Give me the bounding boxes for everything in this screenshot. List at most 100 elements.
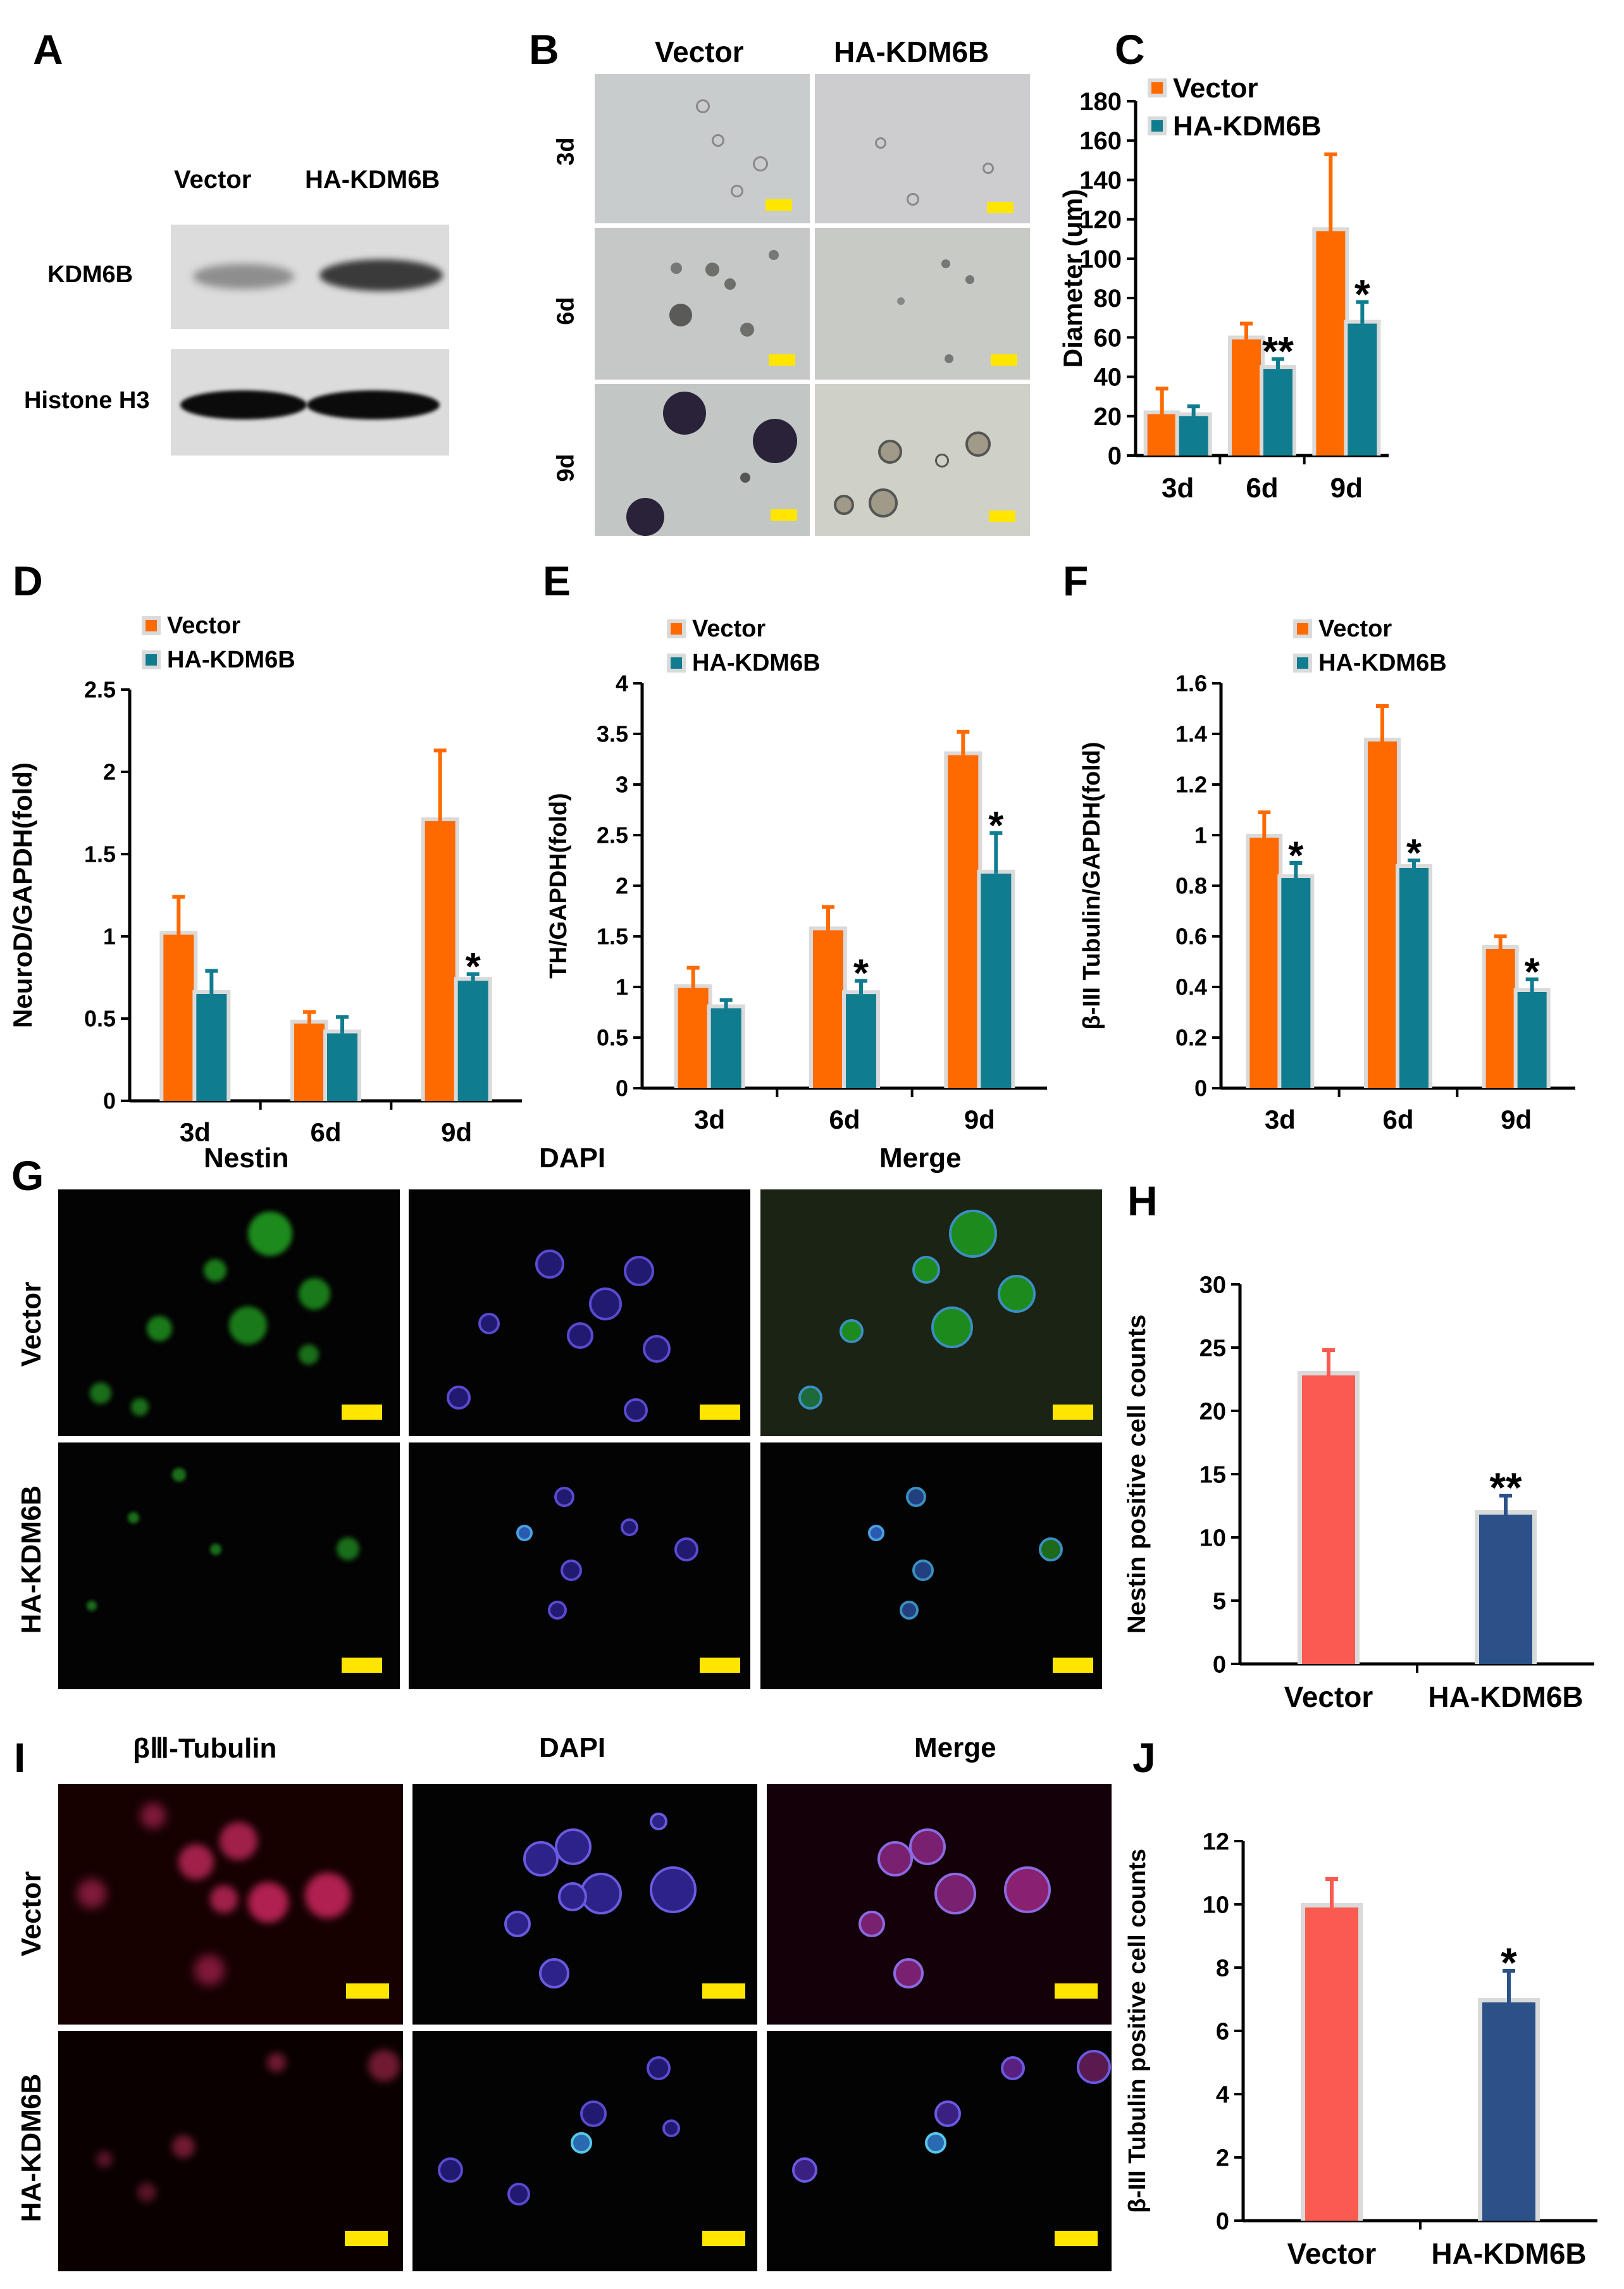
panel-label-e: E [543, 557, 571, 604]
bar-d [327, 1033, 357, 1101]
chart-f-tubulin: 0 0.2 0.4 0.6 0.8 1 1.2 1.4 1.6 β-III Tubulin/GAP… [1079, 616, 1575, 1134]
bar-f [1249, 838, 1279, 1088]
significance-mark-j: * [1501, 1939, 1517, 1986]
blot-row-label-kdm6b: KDM6B [47, 261, 133, 288]
panel-label-a: A [33, 26, 63, 73]
micrograph-dapi-ha-kdm6b-i [412, 2031, 757, 2271]
bar-j [1482, 2002, 1535, 2221]
y-tick-label-c: 0 [1108, 442, 1122, 470]
bar-e [813, 930, 843, 1088]
legend-swatch-e [671, 657, 682, 669]
micrograph-dapi-vector-i [412, 1784, 757, 2025]
y-tick-label-e: 2.5 [597, 822, 628, 848]
panel-label-j: J [1132, 1734, 1156, 1781]
y-tick-label-c: 180 [1079, 88, 1122, 116]
y-tick-label-c: 100 [1079, 245, 1122, 273]
kdm6b-blot-image [171, 225, 449, 329]
legend-label-d: Vector [167, 612, 240, 639]
significance-mark-f: * [1406, 831, 1422, 875]
col-label-merge-g: Merge [879, 1143, 962, 1174]
micrograph-tubulin-ha-kdm6b [58, 2031, 403, 2271]
y-tick-label-e: 3.5 [597, 721, 628, 747]
col-label-ha-kdm6b-b: HA-KDM6B [834, 35, 989, 68]
y-tick-label-c: 60 [1094, 324, 1122, 352]
bar-d [425, 821, 456, 1101]
micrograph-nestin-vector [58, 1189, 400, 1436]
y-axis-title-f: β-III Tubulin/GAPDH(fold) [1079, 741, 1105, 1029]
y-tick-label-j: 8 [1216, 1955, 1229, 1982]
legend-swatch-f [1297, 657, 1308, 669]
micrograph-ha-kdm6b-6d [815, 228, 1030, 380]
bar-d [294, 1023, 325, 1101]
chart-h-nestin-counts: 0 5 10 15 20 25 30 Nestin positive cell counts V… [1123, 1272, 1594, 1713]
bar-f [1368, 741, 1397, 1088]
micrograph-ha-kdm6b-9d [815, 384, 1030, 536]
y-axis-title-h: Nestin positive cell counts [1123, 1315, 1151, 1634]
bar-d [196, 994, 227, 1101]
col-label-dapi-i: DAPI [539, 1732, 606, 1763]
y-tick-label-h: 5 [1213, 1588, 1226, 1615]
chart-j-tubulin-counts: 0 2 4 6 8 10 12 β-III Tubulin positive cell cou… [1124, 1828, 1597, 2270]
legend-swatch-d [146, 620, 157, 631]
x-tick-label-f: 3d [1265, 1105, 1296, 1134]
y-tick-label-j: 10 [1203, 1892, 1229, 1918]
micrograph-vector-3d [595, 74, 810, 223]
row-label-vector-i: Vector [16, 1871, 47, 1957]
y-tick-label-f: 1.2 [1175, 772, 1207, 798]
x-tick-label-f: 9d [1501, 1105, 1532, 1134]
y-tick-label-e: 4 [616, 671, 628, 697]
micrograph-merge-vector-g [760, 1189, 1102, 1436]
bar-d [163, 934, 194, 1101]
y-tick-label-j: 0 [1216, 2208, 1229, 2235]
y-tick-label-d: 0.5 [84, 1006, 116, 1032]
y-tick-label-f: 0.6 [1175, 924, 1207, 950]
micrograph-merge-vector-i [767, 1784, 1112, 2025]
bar-c [1348, 323, 1377, 456]
y-tick-label-d: 1 [103, 924, 116, 950]
x-tick-label-c: 3d [1162, 473, 1194, 504]
y-tick-label-c: 120 [1079, 206, 1122, 234]
legend-label-c: Vector [1173, 73, 1258, 104]
significance-mark-f: * [1288, 834, 1304, 878]
kdm6b-band-ha-kdm6b [319, 259, 443, 291]
panel-label-c: C [1115, 26, 1145, 73]
significance-mark-d: * [466, 945, 481, 989]
y-tick-label-f: 0 [1194, 1076, 1207, 1101]
y-tick-label-e: 2 [616, 873, 628, 899]
panel-label-d: D [13, 557, 43, 604]
y-tick-label-e: 0.5 [597, 1025, 628, 1051]
y-tick-label-e: 1 [616, 974, 628, 1000]
bar-f [1281, 878, 1311, 1088]
bar-h [1479, 1515, 1532, 1664]
micrograph-merge-ha-kdm6b-i [767, 2031, 1112, 2271]
y-axis-title-c: Diameter (um) [1058, 189, 1088, 368]
panel-label-f: F [1063, 557, 1089, 604]
y-tick-label-j: 6 [1216, 2018, 1229, 2045]
x-tick-label-c: 6d [1246, 473, 1278, 504]
panel-label-h: H [1127, 1177, 1158, 1224]
legend-swatch-e [671, 623, 682, 635]
x-tick-label-h: Vector [1284, 1680, 1373, 1713]
legend-swatch-c [1151, 82, 1163, 94]
kdm6b-band-vector [193, 264, 294, 289]
y-axis-title-j: β-III Tubulin positive cell counts [1124, 1849, 1151, 2213]
micrograph-dapi-ha-kdm6b-g [409, 1442, 750, 1689]
y-tick-label-d: 2.5 [84, 677, 116, 703]
bar-c [1179, 416, 1208, 456]
y-tick-label-d: 2 [103, 759, 116, 785]
y-tick-label-c: 20 [1094, 403, 1122, 431]
chart-c-diameter: 0 20 40 60 80 100 120 140 160 180 Diameter (um) 3d 6… [1058, 73, 1389, 504]
row-label-vector-g: Vector [16, 1281, 47, 1367]
bar-e [710, 1008, 741, 1088]
micrograph-vector-9d [595, 384, 810, 536]
blot-col-label-ha-kdm6b: HA-KDM6B [305, 166, 440, 194]
bar-f [1517, 992, 1547, 1088]
col-label-nestin: Nestin [204, 1143, 289, 1174]
bar-e [981, 873, 1012, 1088]
significance-mark-c: ** [1262, 328, 1294, 374]
x-tick-label-e: 6d [829, 1105, 860, 1134]
y-tick-label-c: 160 [1079, 127, 1122, 155]
row-label-3d-b: 3d [552, 137, 580, 166]
y-tick-label-c: 140 [1079, 166, 1122, 194]
legend-swatch-c [1151, 120, 1163, 132]
